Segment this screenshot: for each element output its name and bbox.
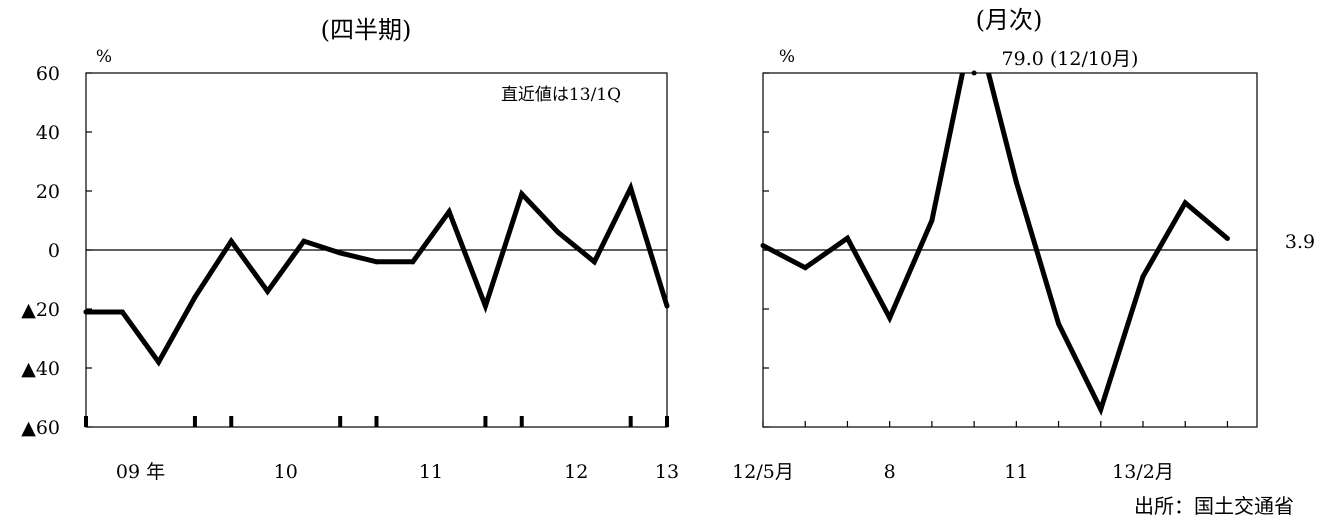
quarterly-data-point	[664, 303, 670, 309]
monthly-data-point	[1056, 321, 1062, 327]
quarterly-x-ticks	[84, 416, 669, 427]
quarterly-y-labels: 60 40 20 0 ▲20 ▲40 ▲60	[21, 63, 60, 439]
monthly-x-tick-label: 8	[884, 461, 896, 483]
quarterly-y-ticks	[86, 72, 92, 428]
quarterly-points	[83, 185, 670, 365]
monthly-y-unit: %	[779, 47, 795, 67]
quarterly-x-tick-label: 10	[274, 461, 298, 483]
monthly-data-point	[760, 243, 766, 249]
quarterly-y-tick-label: ▲60	[21, 417, 60, 439]
quarterly-y-unit: %	[96, 47, 112, 67]
quarterly-annotation: 直近値は13/1Q	[501, 85, 621, 105]
quarterly-data-point	[119, 309, 125, 315]
monthly-title: (月次)	[976, 6, 1043, 34]
quarterly-data-point	[301, 238, 307, 244]
quarterly-data-point	[83, 309, 89, 315]
monthly-x-ticks	[762, 421, 1229, 427]
quarterly-data-point	[410, 259, 416, 265]
quarterly-chart: (四半期) % 60 40 20 0 ▲20 ▲40 ▲60 09 年 10 11 12 13 直近…	[21, 16, 679, 483]
quarterly-data-point	[628, 185, 634, 191]
monthly-x-tick-label: 13/2月	[1112, 461, 1174, 483]
quarterly-x-labels: 09 年 10 11 12 13	[116, 461, 679, 483]
quarterly-data-point	[156, 359, 162, 365]
quarterly-data-point	[337, 250, 343, 256]
monthly-data-point	[1182, 200, 1188, 206]
quarterly-data-point	[192, 294, 198, 300]
monthly-data-point	[887, 315, 893, 321]
quarterly-data-point	[265, 288, 271, 294]
monthly-points	[760, 70, 1230, 412]
quarterly-y-tick-label: ▲20	[21, 299, 60, 321]
quarterly-data-point	[591, 259, 597, 265]
monthly-x-tick-label: 12/5月	[732, 461, 794, 483]
monthly-data-point	[1098, 406, 1104, 412]
quarterly-y-tick-label: 40	[36, 122, 60, 144]
quarterly-y-tick-label: 60	[36, 63, 60, 85]
monthly-data-point	[1140, 274, 1146, 280]
quarterly-x-tick-label: 11	[419, 461, 443, 483]
quarterly-y-tick-label: 0	[48, 240, 60, 262]
monthly-x-labels: 12/5月 8 11 13/2月	[732, 461, 1174, 483]
monthly-data-point	[971, 70, 977, 76]
monthly-y-ticks	[763, 72, 769, 428]
monthly-data-point	[802, 265, 808, 271]
quarterly-series-line	[86, 181, 670, 367]
quarterly-title: (四半期)	[321, 16, 412, 44]
monthly-data-point	[929, 218, 935, 223]
source-note: 出所：国土交通省	[1134, 494, 1294, 518]
quarterly-data-point	[555, 229, 561, 235]
monthly-series-line	[763, 73, 1230, 416]
quarterly-data-point	[446, 209, 452, 215]
monthly-data-point	[1224, 235, 1230, 241]
quarterly-data-point	[482, 303, 488, 309]
quarterly-data-point	[374, 259, 379, 265]
monthly-data-point	[1013, 179, 1019, 185]
quarterly-x-tick-label: 09 年	[116, 461, 165, 483]
quarterly-data-point	[519, 191, 525, 197]
monthly-last-value-label: 3.9	[1285, 231, 1315, 253]
monthly-peak-label: 79.0 (12/10月)	[1002, 48, 1139, 70]
monthly-data-point	[844, 235, 850, 241]
quarterly-y-tick-label: ▲40	[21, 358, 60, 380]
monthly-x-tick-label: 11	[1004, 461, 1028, 483]
monthly-chart: (月次) % 12/5月 8 11 13/2月 79.0 (12/10月) 3.9	[732, 6, 1315, 483]
quarterly-x-tick-label: 12	[564, 461, 588, 483]
quarterly-x-tick-label: 13	[655, 461, 679, 483]
quarterly-data-point	[228, 238, 234, 244]
quarterly-y-tick-label: 20	[36, 181, 60, 203]
